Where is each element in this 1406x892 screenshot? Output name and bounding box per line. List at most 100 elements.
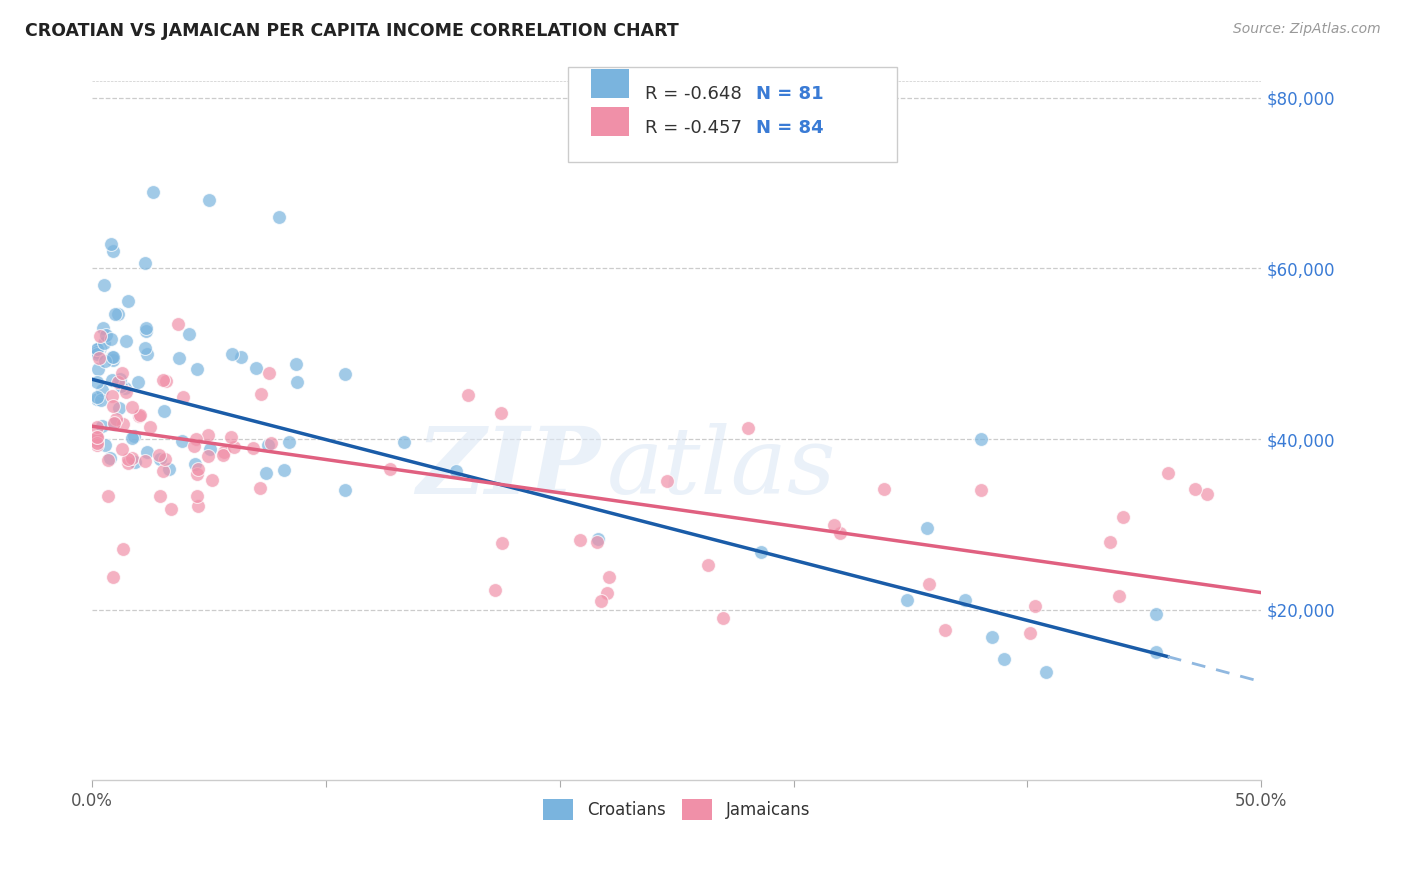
- Point: [117, 456, 139, 470]
- Point: [103, 416, 125, 430]
- Point: [103, 244, 125, 259]
- Text: N = 84: N = 84: [756, 119, 824, 136]
- Point: [115, 334, 138, 348]
- Point: [172, 390, 194, 404]
- Point: [214, 445, 236, 459]
- Point: [89, 329, 111, 343]
- Point: [198, 442, 221, 457]
- Point: [257, 437, 280, 451]
- Point: [169, 351, 191, 366]
- Point: [595, 585, 617, 599]
- Point: [970, 432, 993, 446]
- Point: [91, 321, 114, 335]
- Point: [94, 354, 117, 368]
- Point: [285, 375, 308, 389]
- Point: [249, 481, 271, 495]
- Point: [128, 409, 150, 423]
- Point: [103, 399, 125, 413]
- Point: [135, 321, 157, 335]
- Point: [108, 401, 131, 415]
- Point: [129, 409, 152, 423]
- Point: [212, 449, 235, 463]
- Point: [197, 449, 219, 463]
- Point: [86, 430, 108, 444]
- Point: [110, 379, 132, 393]
- Point: [86, 435, 108, 450]
- Point: [285, 357, 308, 371]
- Point: [201, 473, 224, 487]
- Point: [751, 545, 773, 559]
- Point: [100, 237, 122, 252]
- Point: [134, 256, 156, 270]
- Point: [97, 453, 120, 467]
- Text: R = -0.457: R = -0.457: [645, 119, 742, 136]
- Point: [152, 464, 174, 478]
- Point: [100, 389, 122, 403]
- Point: [103, 351, 125, 365]
- Point: [491, 536, 513, 550]
- Point: [86, 362, 108, 376]
- Point: [1144, 645, 1167, 659]
- Point: [222, 440, 245, 454]
- Point: [457, 388, 479, 402]
- Bar: [592, 69, 628, 98]
- Point: [121, 432, 143, 446]
- Point: [91, 383, 114, 397]
- Point: [86, 392, 108, 407]
- Point: [444, 464, 467, 478]
- Point: [260, 435, 283, 450]
- Point: [1099, 534, 1122, 549]
- Point: [250, 386, 273, 401]
- Point: [104, 307, 127, 321]
- Point: [172, 434, 194, 448]
- Point: [586, 532, 609, 546]
- Point: [155, 374, 177, 388]
- Point: [269, 211, 291, 225]
- Point: [91, 419, 114, 434]
- Point: [1157, 466, 1180, 480]
- Point: [111, 417, 134, 432]
- Point: [86, 345, 108, 359]
- Point: [257, 366, 280, 380]
- Point: [121, 451, 143, 466]
- Point: [1024, 599, 1046, 613]
- Point: [90, 392, 112, 407]
- Point: [242, 442, 264, 456]
- Point: [696, 558, 718, 572]
- Point: [873, 482, 896, 496]
- Point: [121, 400, 143, 414]
- Point: [86, 346, 108, 360]
- Point: [167, 318, 190, 332]
- Point: [86, 419, 108, 434]
- Point: [153, 452, 176, 467]
- Point: [221, 346, 243, 360]
- Point: [103, 417, 125, 432]
- Bar: [592, 107, 628, 136]
- Point: [491, 407, 513, 421]
- Point: [112, 541, 135, 556]
- Point: [183, 439, 205, 453]
- Point: [713, 611, 735, 625]
- Point: [149, 489, 172, 503]
- Text: N = 81: N = 81: [756, 85, 824, 103]
- Point: [100, 332, 122, 346]
- Point: [86, 390, 108, 404]
- Point: [86, 342, 108, 356]
- Point: [657, 474, 679, 488]
- Point: [117, 294, 139, 309]
- Point: [111, 442, 134, 456]
- Point: [107, 375, 129, 389]
- Text: ZIP: ZIP: [416, 424, 600, 514]
- Legend: Croatians, Jamaicans: Croatians, Jamaicans: [537, 793, 817, 826]
- Point: [737, 420, 759, 434]
- Point: [187, 462, 209, 476]
- Point: [135, 324, 157, 338]
- Point: [245, 361, 267, 376]
- Point: [378, 461, 401, 475]
- Point: [157, 462, 180, 476]
- Point: [98, 450, 121, 465]
- Point: [114, 381, 136, 395]
- Point: [1112, 510, 1135, 524]
- Point: [152, 373, 174, 387]
- Text: R = -0.648: R = -0.648: [645, 85, 742, 103]
